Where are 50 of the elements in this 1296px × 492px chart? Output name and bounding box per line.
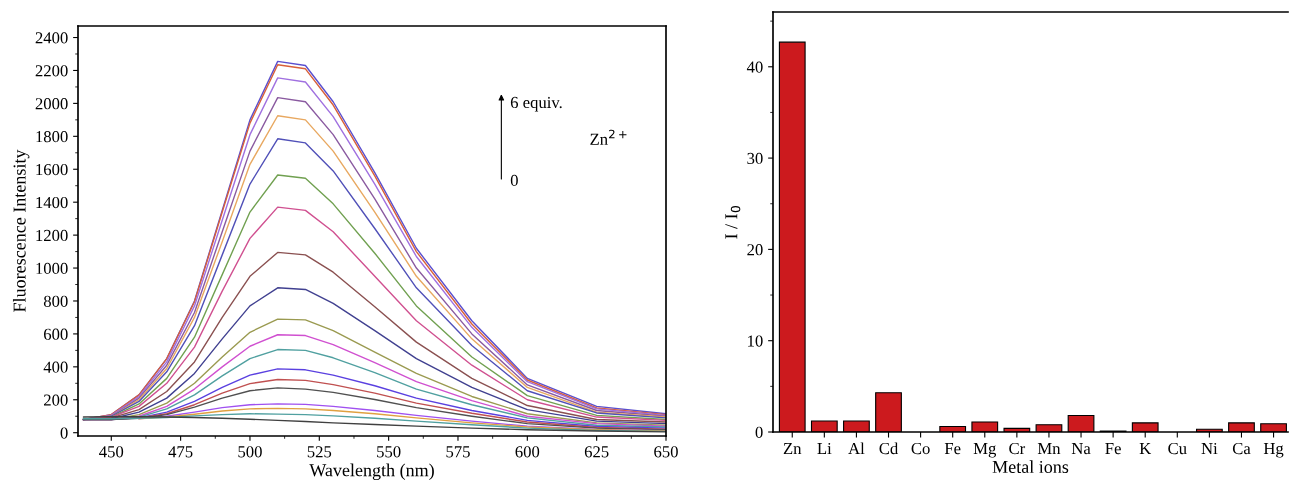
- y-tick-label: 40: [746, 61, 763, 73]
- annotation: Zn$^{2+}$: [590, 129, 627, 145]
- y-axis-title: I / I$_{0}$: [725, 205, 741, 239]
- x-tick-label: Co: [911, 442, 930, 455]
- x-tick-label: Na: [1071, 443, 1091, 455]
- x-tick-label: Cr: [1009, 442, 1026, 455]
- x-tick-label: 625: [584, 446, 609, 458]
- x-tick-label: Ca: [1232, 442, 1251, 455]
- y-tick-label: 400: [43, 361, 68, 373]
- x-tick-label: Fe: [1105, 443, 1121, 455]
- x-tick-label: 450: [99, 446, 124, 458]
- annotation: 0: [510, 174, 518, 186]
- x-tick-label: Mg: [973, 443, 997, 458]
- y-tick-label: 0: [755, 426, 763, 438]
- x-tick-label: Zn: [783, 443, 802, 454]
- y-tick-label: 200: [44, 394, 68, 406]
- y-tick-label: 30: [747, 152, 763, 165]
- x-tick-label: Cu: [1168, 442, 1187, 455]
- x-tick-label: K: [1139, 443, 1152, 454]
- y-tick-label: 600: [43, 328, 68, 340]
- x-axis-title: Metal ions: [992, 460, 1069, 474]
- x-axis-title: Wavelength (nm): [309, 463, 434, 481]
- y-tick-label: 0: [60, 427, 68, 439]
- x-tick-label: 525: [307, 446, 332, 458]
- x-tick-label: Li: [817, 442, 832, 454]
- x-tick-label: 475: [168, 446, 193, 458]
- y-axis-title: Fluorescence Intensity: [12, 149, 30, 312]
- x-tick-label: Mn: [1037, 443, 1061, 454]
- y-tick-label: 1400: [36, 196, 68, 209]
- y-tick-label: 1800: [36, 131, 68, 143]
- y-tick-label: 2000: [35, 98, 68, 110]
- y-tick-label: 800: [43, 295, 68, 307]
- x-tick-label: 550: [377, 446, 401, 458]
- x-tick-label: 575: [446, 446, 470, 458]
- x-tick-label: Ni: [1201, 442, 1218, 454]
- y-tick-label: 10: [748, 335, 763, 347]
- y-tick-label: 2400: [35, 32, 68, 44]
- y-tick-label: 1000: [36, 262, 68, 274]
- y-tick-label: 20: [747, 244, 763, 256]
- x-tick-label: 650: [654, 446, 678, 458]
- y-tick-label: 1200: [36, 229, 68, 242]
- x-tick-label: Cd: [879, 442, 899, 455]
- y-tick-label: 2200: [35, 65, 68, 77]
- x-tick-label: 600: [515, 446, 540, 458]
- annotation: 6 equiv.: [510, 96, 562, 112]
- x-tick-label: Fe: [944, 443, 961, 455]
- x-tick-label: Al: [848, 442, 865, 454]
- x-tick-label: 500: [238, 446, 262, 458]
- x-tick-label: Hg: [1263, 443, 1284, 458]
- y-tick-label: 1600: [36, 163, 68, 176]
